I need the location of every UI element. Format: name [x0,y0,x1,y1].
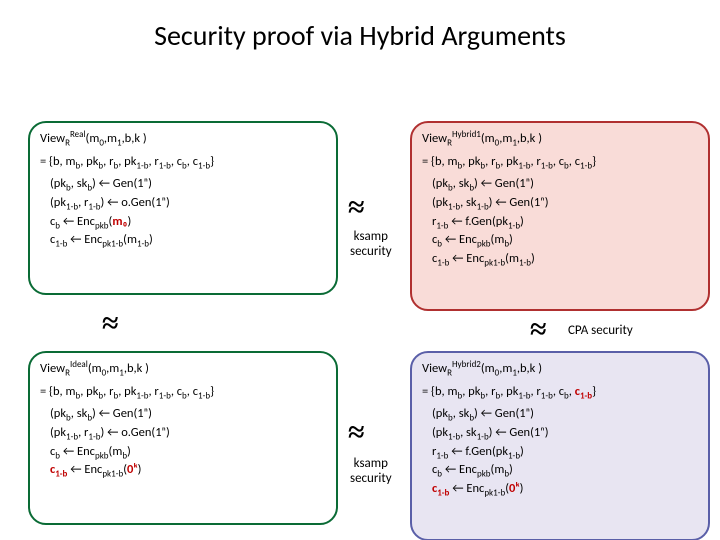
approx-symbol: ≈ [348,191,364,225]
diagram-grid: ViewRReal(m0,m1,b,k ) = {b, mb, pkb, rb, … [0,61,720,540]
slide-title: Security proof via Hybrid Arguments [0,0,720,61]
step-line: c1-b ← Encpk1-b(m1-b) [432,251,698,270]
step-line: c1-b ← Encpk1-b(m1-b) [50,232,326,251]
box-header: ViewRHybrid2(m0,m1,b,k ) [422,359,698,380]
connector-label: CPA security [568,323,633,338]
box-real: ViewRReal(m0,m1,b,k ) = {b, mb, pkb, rb, … [28,121,338,295]
box-header: ViewRIdeal(m0,m1,b,k ) [40,359,326,380]
step-line: cb ← Encpkb(m₀) [50,214,326,233]
step-line: cb ← Encpkb(mb) [50,444,326,463]
slide: Security proof via Hybrid Arguments View… [0,0,720,540]
box-header-2: = {b, mb, pkb, rb, pk1-b, r1-b, cb, c1-b… [422,154,698,173]
step-line: (pk1-b, r1-b) ← o.Gen(1ⁿ) [50,425,326,444]
connector-label: ksamp security [350,456,392,486]
step-line: c1-b ← Encpk1-b(0ᵏ) [432,481,698,500]
step-line: (pkb, skb) ← Gen(1ⁿ) [432,406,698,425]
box-header: ViewRHybrid1(m0,m1,b,k ) [422,129,698,150]
box-header-2: = {b, mb, pkb, rb, pk1-b, r1-b, cb, c1-b… [422,384,698,403]
box-header: ViewRReal(m0,m1,b,k ) [40,129,326,150]
step-line: cb ← Encpkb(mb) [432,232,698,251]
box-ideal: ViewRIdeal(m0,m1,b,k ) = {b, mb, pkb, rb,… [28,351,338,525]
step-line: r1-b ← f.Gen(pk1-b) [432,444,698,463]
step-line: (pkb, skb) ← Gen(1ⁿ) [50,406,326,425]
step-line: (pk1-b, sk1-b) ← Gen(1ⁿ) [432,425,698,444]
connector-label: ksamp security [350,229,392,259]
approx-symbol: ≈ [102,307,118,341]
approx-symbol: ≈ [530,313,546,347]
box-header-2: = {b, mb, pkb, rb, pk1-b, r1-b, cb, c1-b… [40,384,326,403]
box-hybrid2: ViewRHybrid2(m0,m1,b,k ) = {b, mb, pkb, r… [410,351,710,540]
step-line: r1-b ← f.Gen(pk1-b) [432,214,698,233]
step-line: (pk1-b, sk1-b) ← Gen(1ⁿ) [432,195,698,214]
step-line: c1-b ← Encpk1-b(0ᵏ) [50,462,326,481]
approx-symbol: ≈ [348,416,364,450]
box-hybrid1: ViewRHybrid1(m0,m1,b,k ) = {b, mb, pkb, r… [410,121,710,311]
step-line: (pk1-b, r1-b) ← o.Gen(1ⁿ) [50,195,326,214]
box-header-2: = {b, mb, pkb, rb, pk1-b, r1-b, cb, c1-b… [40,154,326,173]
step-line: cb ← Encpkb(mb) [432,462,698,481]
step-line: (pkb, skb) ← Gen(1ⁿ) [432,176,698,195]
step-line: (pkb, skb) ← Gen(1ⁿ) [50,176,326,195]
